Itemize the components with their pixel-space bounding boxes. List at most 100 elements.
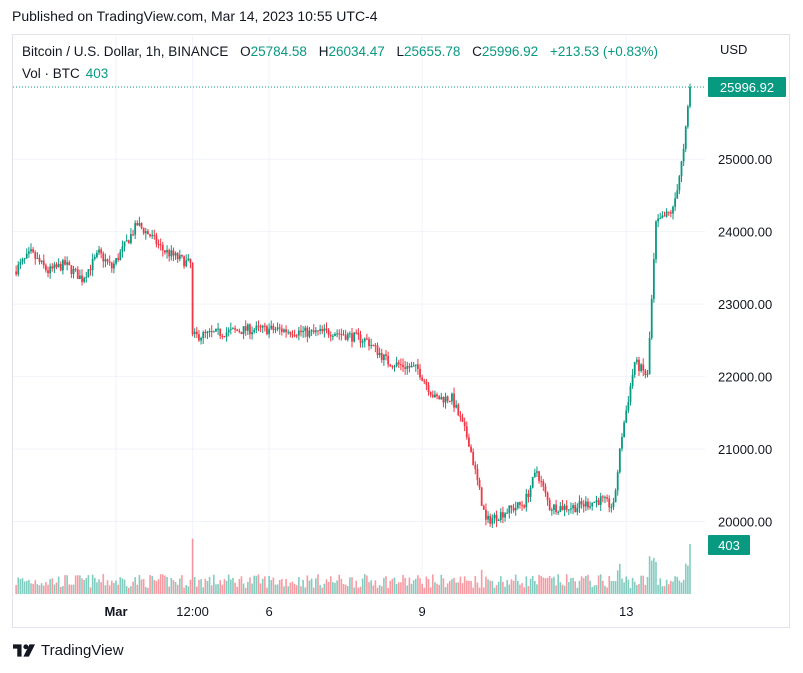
candle-body — [623, 422, 626, 437]
volume-bar — [419, 578, 421, 594]
volume-bar — [438, 584, 440, 594]
volume-bar — [193, 577, 196, 594]
volume-bar — [323, 583, 326, 594]
volume-bar — [659, 578, 662, 594]
candle-body — [317, 330, 319, 332]
candle-body — [106, 259, 109, 262]
volume-bar — [523, 587, 525, 594]
candle-body — [523, 505, 526, 508]
volume-label[interactable]: Vol · BTC — [22, 66, 80, 81]
candle-body — [36, 257, 39, 259]
candle-body — [678, 176, 681, 191]
candle-body — [172, 250, 175, 256]
candle-body — [157, 244, 160, 246]
candle-body — [210, 331, 213, 333]
volume-bar — [687, 565, 689, 594]
y-tick-label: 22000.00 — [718, 370, 772, 385]
x-tick-label: 12:00 — [176, 604, 209, 619]
candle-body — [663, 215, 666, 217]
volume-bar — [557, 574, 560, 594]
candle-body — [650, 298, 653, 338]
candle-body — [427, 384, 430, 393]
volume-bar — [306, 575, 309, 594]
volume-bar — [402, 574, 404, 594]
volume-bar — [30, 583, 32, 594]
candle-body — [221, 335, 224, 337]
volume-bar — [657, 584, 659, 594]
volume-bar — [591, 587, 594, 594]
volume-bar — [521, 583, 523, 594]
volume-bar — [251, 583, 253, 594]
volume-bar — [338, 574, 341, 594]
candle-body — [446, 396, 449, 401]
candle-body — [144, 231, 147, 234]
volume-bar — [582, 578, 585, 594]
candle-body — [44, 265, 47, 271]
candle-body — [119, 251, 122, 261]
volume-bar — [400, 582, 402, 594]
candle-body — [442, 397, 445, 403]
symbol-title[interactable]: Bitcoin / U.S. Dollar, 1h, BINANCE — [22, 44, 229, 59]
candle-body — [21, 259, 24, 263]
volume-bar — [268, 576, 270, 594]
volume-bar — [570, 578, 572, 594]
candle-body — [638, 359, 640, 371]
volume-bar — [206, 580, 209, 594]
candle-body — [183, 256, 185, 267]
volume-bar — [155, 581, 158, 594]
volume-bar — [491, 580, 494, 594]
candle-body — [485, 509, 487, 520]
volume-bar — [176, 584, 179, 594]
volume-bar — [32, 583, 34, 594]
volume-bar — [172, 580, 175, 594]
volume-bar — [157, 579, 160, 594]
volume-bar — [568, 582, 570, 594]
candle-body — [153, 234, 156, 236]
candle-body — [323, 328, 326, 332]
volume-bar — [223, 579, 226, 594]
volume-bar — [674, 576, 676, 594]
close-label: C — [472, 44, 482, 59]
volume-bar — [359, 586, 362, 594]
candle-body — [363, 338, 366, 342]
volume-bar — [538, 574, 540, 594]
candle-body — [652, 259, 655, 299]
candle-body — [110, 262, 113, 269]
volume-bar — [493, 587, 496, 594]
candle-body — [616, 472, 619, 491]
volume-bar — [98, 579, 100, 594]
candle-body — [140, 223, 143, 228]
candle-body — [555, 504, 557, 513]
tradingview-brand[interactable]: TradingView — [13, 642, 124, 659]
candle-body — [672, 206, 674, 214]
candle-body — [429, 392, 432, 395]
volume-bar — [196, 586, 198, 594]
y-tick-label: 25000.00 — [718, 152, 772, 167]
volume-bar — [391, 578, 394, 594]
candle-body — [89, 269, 92, 271]
candle-body — [516, 502, 519, 508]
candle-body — [176, 253, 179, 260]
volume-bar — [144, 586, 147, 594]
volume-bar — [485, 576, 487, 594]
candle-body — [504, 513, 506, 518]
volume-bar — [336, 580, 338, 594]
volume-bar — [563, 585, 566, 594]
candle-body — [285, 329, 288, 333]
volume-bar — [295, 585, 298, 594]
volume-bar — [179, 578, 181, 594]
volume-bar — [34, 580, 37, 594]
candle-body — [246, 324, 249, 331]
volume-bar — [504, 586, 506, 594]
candle-body — [684, 126, 687, 149]
candle-body — [680, 161, 683, 177]
volume-bar — [57, 576, 60, 594]
candle-body — [553, 504, 555, 510]
volume-bar — [589, 580, 591, 594]
volume-bar — [285, 578, 287, 594]
last-volume-badge — [708, 535, 750, 555]
volume-bar — [149, 575, 151, 594]
high-value: 26034.47 — [328, 44, 385, 59]
low-label: L — [396, 44, 405, 59]
